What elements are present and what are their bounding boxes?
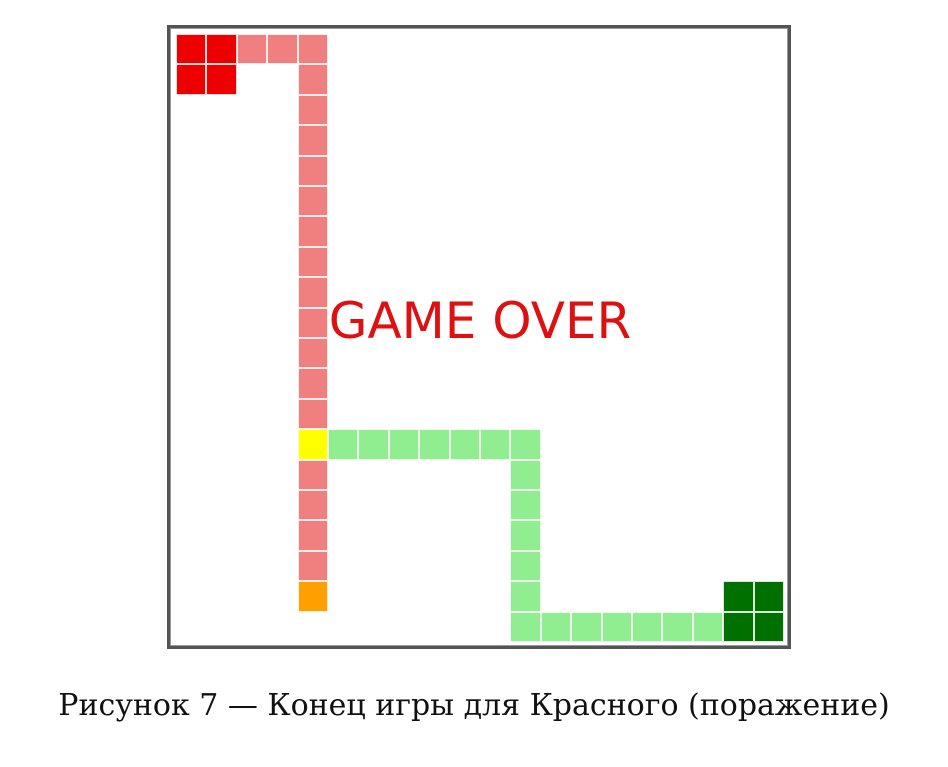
red-trail-cell xyxy=(297,34,328,65)
red-trail-cell xyxy=(297,94,328,126)
green-trail-cell xyxy=(328,429,359,460)
green-trail-cell xyxy=(510,611,541,642)
green-trail-cell xyxy=(510,520,541,551)
green-trail-cell xyxy=(510,581,541,612)
green-trail-cell xyxy=(419,429,450,460)
game-window-frame: GAME OVER xyxy=(167,25,791,649)
red-trail-cell xyxy=(297,186,328,217)
red-trail-cell xyxy=(297,277,328,308)
red-base-cell xyxy=(176,64,207,95)
green-trail-cell xyxy=(601,611,632,642)
green-trail-cell xyxy=(571,611,602,642)
red-trail-cell xyxy=(236,34,268,65)
red-trail-cell xyxy=(267,34,298,65)
green-trail-cell xyxy=(662,611,693,642)
green-trail-cell xyxy=(692,611,724,642)
red-trail-cell xyxy=(297,307,328,338)
game-over-text: GAME OVER xyxy=(328,292,632,350)
red-trail-cell xyxy=(297,459,328,490)
red-base-cell xyxy=(206,34,237,65)
red-tail-end-cell xyxy=(297,581,328,612)
green-trail-cell xyxy=(510,459,541,490)
figure-caption: Рисунок 7 — Конец игры для Красного (пор… xyxy=(58,688,890,723)
green-trail-cell xyxy=(358,429,389,460)
red-trail-cell xyxy=(297,155,328,186)
green-base-cell xyxy=(753,581,784,612)
red-base-cell xyxy=(176,34,207,65)
red-trail-cell xyxy=(297,216,328,247)
green-trail-cell xyxy=(510,490,541,521)
red-trail-cell xyxy=(297,338,328,369)
green-trail-cell xyxy=(510,550,541,582)
red-trail-cell xyxy=(297,550,328,582)
green-trail-cell xyxy=(510,429,541,460)
red-base-cell xyxy=(206,64,237,95)
collision-cell xyxy=(297,429,328,460)
green-trail-cell xyxy=(480,429,511,460)
red-trail-cell xyxy=(297,368,328,399)
green-base-cell xyxy=(723,581,754,612)
red-trail-cell xyxy=(297,246,328,278)
green-trail-cell xyxy=(388,429,420,460)
game-board[interactable]: GAME OVER xyxy=(176,34,784,642)
green-trail-cell xyxy=(632,611,663,642)
red-trail-cell xyxy=(297,520,328,551)
red-trail-cell xyxy=(297,64,328,95)
red-trail-cell xyxy=(297,125,328,156)
green-trail-cell xyxy=(449,429,480,460)
green-base-cell xyxy=(723,611,754,642)
red-trail-cell xyxy=(297,398,328,430)
red-trail-cell xyxy=(297,490,328,521)
green-base-cell xyxy=(753,611,784,642)
green-trail-cell xyxy=(540,611,572,642)
